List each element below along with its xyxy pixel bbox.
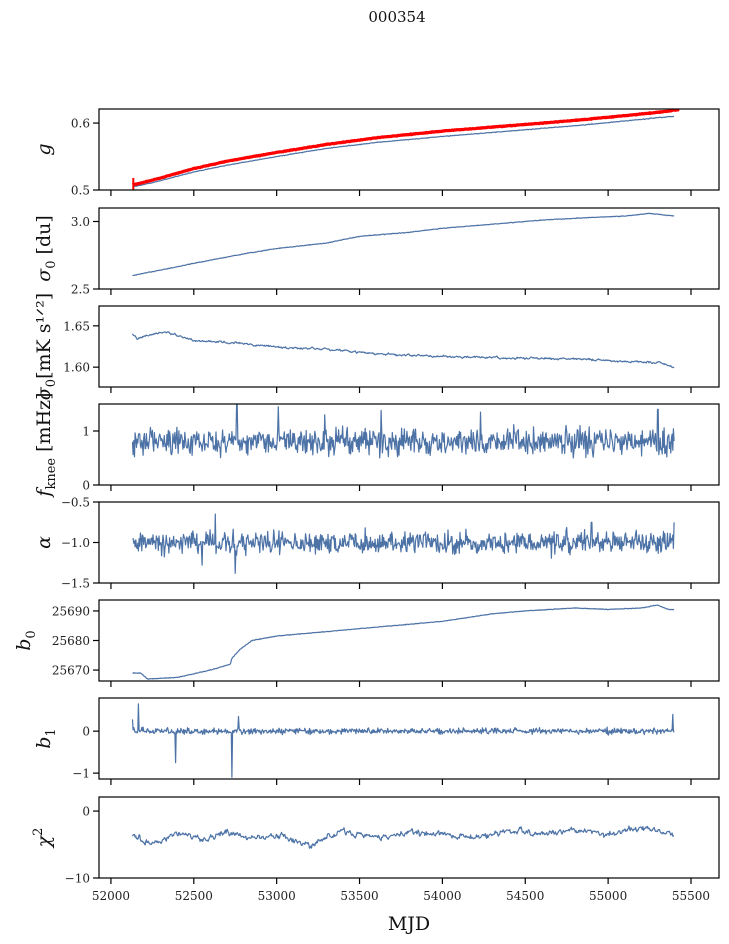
series-line-gain-model bbox=[131, 109, 681, 187]
y-tick-label: 0.6 bbox=[71, 117, 90, 131]
x-tick-label: 54500 bbox=[506, 889, 544, 903]
axes-frame bbox=[98, 796, 720, 879]
panel-alpha: −1.5 −1.0 −0.5 α bbox=[33, 496, 720, 591]
x-tick-label: 53500 bbox=[340, 889, 378, 903]
y-tick-label: −1 bbox=[72, 767, 90, 781]
series-line-alpha bbox=[132, 513, 675, 574]
series-line-gain bbox=[132, 115, 675, 188]
figure-title: 000354 bbox=[368, 8, 425, 26]
y-tick-label: −1.0 bbox=[61, 536, 90, 550]
y-tick-label: 3.0 bbox=[71, 215, 90, 229]
series-line-chi2 bbox=[131, 825, 675, 849]
axes-frame bbox=[98, 403, 720, 486]
y-tick-label: 1 bbox=[82, 425, 90, 439]
series-line-fknee bbox=[131, 404, 675, 459]
y-axis-label-gain: g bbox=[33, 143, 55, 155]
x-tick-label: 54000 bbox=[423, 889, 461, 903]
y-tick-label: 0.5 bbox=[71, 184, 90, 198]
axes-frame bbox=[98, 305, 720, 388]
x-tick-label: 53000 bbox=[258, 889, 296, 903]
y-tick-label: 0 bbox=[82, 805, 90, 819]
series-line-b0 bbox=[132, 604, 675, 680]
y-tick-label: 25680 bbox=[52, 634, 90, 648]
y-tick-label: 25670 bbox=[52, 664, 90, 678]
y-tick-label: 1.60 bbox=[63, 361, 90, 375]
y-tick-label: 1.65 bbox=[63, 319, 90, 333]
y-tick-label: −0.5 bbox=[61, 496, 90, 510]
y-tick-label: −10 bbox=[65, 872, 90, 886]
panel-gain: 0.5 0.6 g bbox=[33, 108, 720, 198]
axes-frame bbox=[98, 207, 720, 290]
axes-frame bbox=[98, 697, 720, 780]
axes-frame bbox=[98, 108, 720, 191]
y-axis-label-sigma0-du: σ0 [du] bbox=[33, 215, 59, 282]
panel-sigma0-du: 2.5 3.0 σ0 [du] bbox=[33, 207, 720, 297]
x-tick-label: 55500 bbox=[672, 889, 710, 903]
y-tick-label: 2.5 bbox=[71, 283, 90, 297]
series-line-b1 bbox=[131, 703, 675, 778]
x-tick-label: 55000 bbox=[589, 889, 627, 903]
series-line-sigma0_mK bbox=[131, 331, 675, 369]
y-tick-label: −1.5 bbox=[61, 577, 90, 591]
y-tick-label: 0 bbox=[82, 725, 90, 739]
y-tick-label: 0 bbox=[82, 479, 90, 493]
x-tick-labels: 52000 52500 53000 53500 54000 54500 55000 55500 bbox=[92, 889, 710, 903]
y-axis-label-alpha: α bbox=[33, 536, 55, 549]
x-axis-label: MJD bbox=[388, 913, 430, 935]
x-tick-label: 52000 bbox=[92, 889, 130, 903]
x-tick-label: 52500 bbox=[175, 889, 213, 903]
y-tick-label: 25690 bbox=[52, 604, 90, 618]
series-line-sigma0_du bbox=[132, 212, 675, 277]
